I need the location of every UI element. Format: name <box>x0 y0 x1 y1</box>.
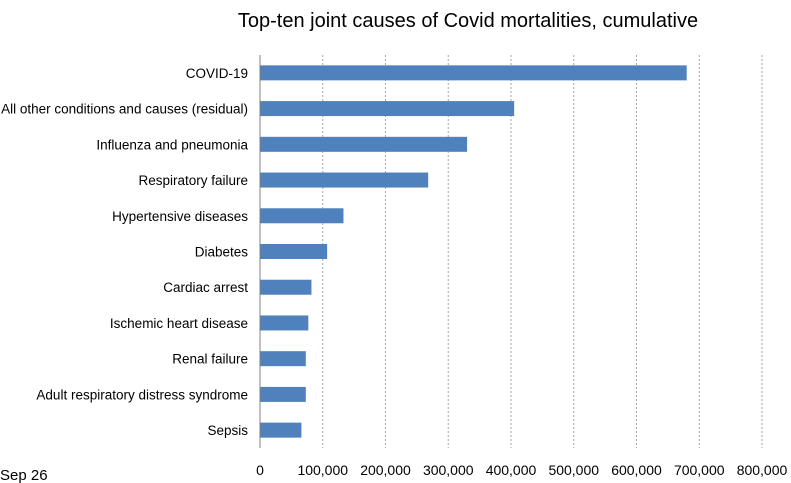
x-tick-label: 500,000 <box>548 462 599 478</box>
category-label: Diabetes <box>195 245 249 260</box>
bar <box>260 351 306 367</box>
category-label: Ischemic heart disease <box>110 316 248 331</box>
x-tick-label: 200,000 <box>360 462 411 478</box>
bar <box>260 65 687 81</box>
bar <box>260 208 344 224</box>
x-tick-label: 800,000 <box>737 462 788 478</box>
bar <box>260 101 515 117</box>
x-tick-label: 100,000 <box>297 462 348 478</box>
bar <box>260 279 312 295</box>
category-label: Cardiac arrest <box>163 280 248 295</box>
category-label: Adult respiratory distress syndrome <box>36 387 248 402</box>
bar <box>260 172 429 188</box>
bar <box>260 244 328 259</box>
category-label: Renal failure <box>172 352 248 367</box>
bar <box>260 422 302 438</box>
bar <box>260 136 468 152</box>
category-label: Sepsis <box>207 423 248 438</box>
category-labels: COVID-19 All other conditions and causes … <box>1 66 248 438</box>
gridlines <box>322 55 763 448</box>
x-tick-label: 400,000 <box>486 462 537 478</box>
category-label: Influenza and pneumonia <box>96 137 248 152</box>
x-tick-label: 0 <box>256 462 264 478</box>
category-label: Respiratory failure <box>138 173 248 188</box>
x-tick-labels: 0 100,000 200,000 300,000 400,000 500,000 600,… <box>256 462 787 478</box>
x-tick-label: 700,000 <box>674 462 725 478</box>
category-label: Hypertensive diseases <box>112 209 248 224</box>
x-tick-label: 300,000 <box>423 462 474 478</box>
bar <box>260 386 306 402</box>
bar <box>260 315 309 331</box>
x-tick-label: 600,000 <box>611 462 662 478</box>
bars <box>260 65 687 438</box>
chart-title: Top-ten joint causes of Covid mortalitie… <box>238 10 698 32</box>
date-label: Sep 26 <box>0 467 48 483</box>
category-label: All other conditions and causes (residua… <box>1 102 248 117</box>
category-label: COVID-19 <box>186 66 248 81</box>
